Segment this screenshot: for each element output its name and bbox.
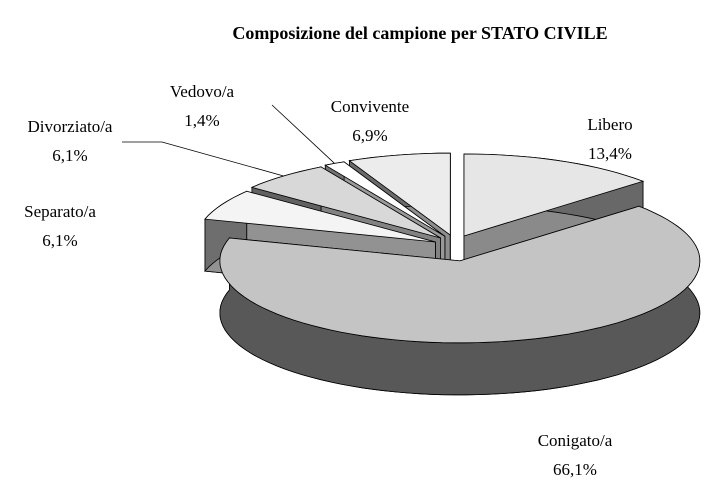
slice-value-label: 6,9% (352, 126, 387, 145)
slice (250, 166, 441, 239)
chart-title: Composizione del campione per STATO CIVI… (232, 23, 607, 43)
slice-label: Divorziato/a (28, 117, 113, 136)
leader-line (271, 104, 335, 164)
slice-label: Vedovo/a (170, 82, 235, 101)
slice-value-label: 6,1% (52, 146, 87, 165)
slice-value-label: 1,4% (184, 111, 219, 130)
leader-line (122, 141, 284, 177)
slice (348, 152, 451, 236)
slice-label: Libero (587, 115, 632, 134)
slice-value-label: 13,4% (588, 144, 632, 163)
slice (219, 205, 701, 344)
slice-value-label: 6,1% (42, 231, 77, 250)
slice-label: Convivente (331, 97, 409, 116)
slice-label: Separato/a (24, 202, 96, 221)
slice-value-label: 66,1% (553, 460, 597, 479)
slice (204, 190, 436, 243)
slice (463, 153, 645, 237)
slice-label: Conigato/a (538, 431, 613, 450)
